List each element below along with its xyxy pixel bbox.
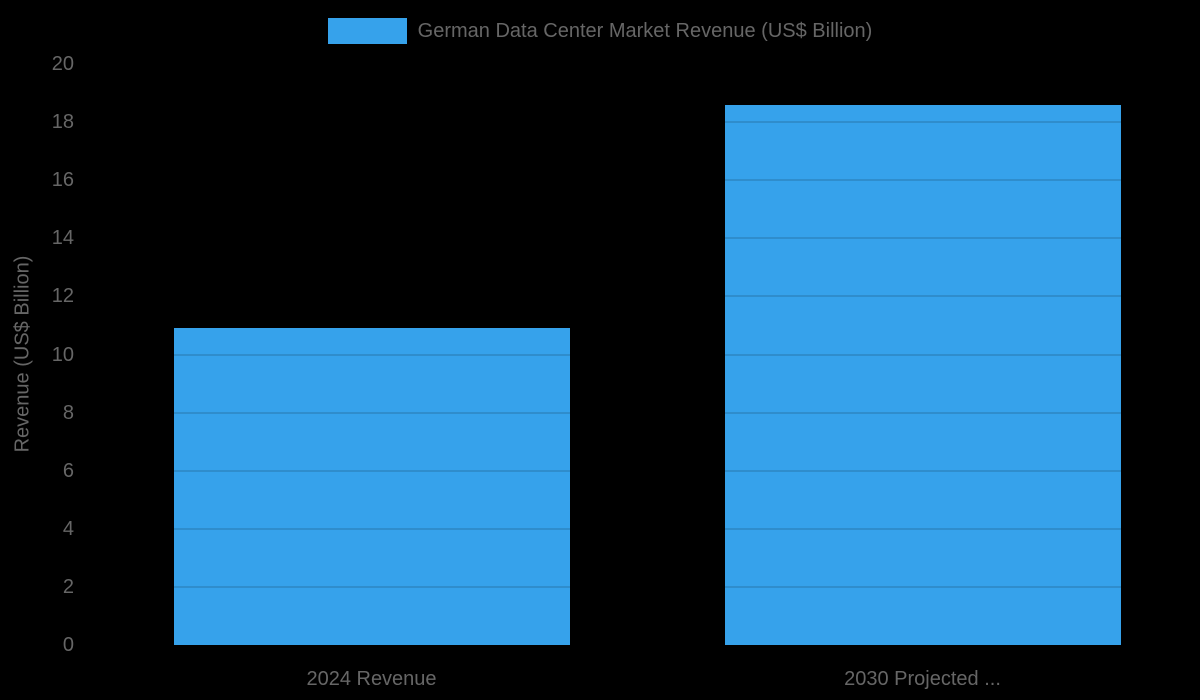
y-tick-label-12: 12 [51, 285, 74, 308]
legend-label: German Data Center Market Revenue (US$ B… [417, 19, 873, 42]
y-tick-label-16: 16 [51, 169, 74, 192]
bar-2024-revenue[interactable] [173, 328, 570, 645]
gridline-20 [96, 63, 1198, 65]
y-tick-label-6: 6 [62, 459, 74, 482]
y-tick-label-14: 14 [51, 227, 74, 250]
legend: German Data Center Market Revenue (US$ B… [0, 18, 1200, 44]
x-tick-label-2030-projected: 2030 Projected ... [844, 668, 1001, 690]
y-tick-label-20: 20 [51, 53, 74, 75]
legend-swatch [327, 18, 407, 44]
bar-2030-projected[interactable] [724, 104, 1121, 645]
y-tick-label-18: 18 [51, 111, 74, 134]
y-tick-label-0: 0 [62, 634, 74, 656]
y-tick-label-4: 4 [62, 517, 74, 540]
y-tick-label-8: 8 [62, 401, 74, 424]
y-tick-label-2: 2 [62, 575, 74, 598]
y-tick-label-10: 10 [51, 343, 74, 366]
x-tick-label-2024-revenue: 2024 Revenue [306, 668, 437, 690]
legend-item[interactable]: German Data Center Market Revenue (US$ B… [327, 18, 873, 44]
